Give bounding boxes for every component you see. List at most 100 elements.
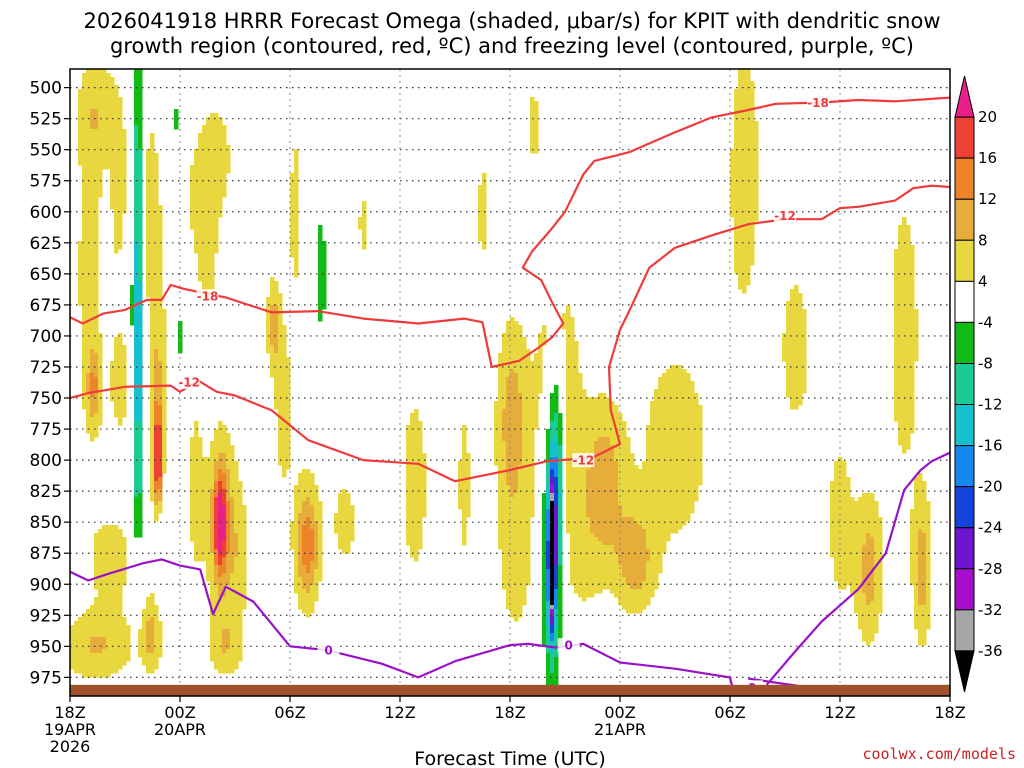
- omega-cell: [134, 357, 143, 362]
- omega-cell: [546, 445, 551, 450]
- omega-cell: [78, 157, 127, 162]
- omega-cell: [406, 517, 423, 522]
- omega-cell: [550, 557, 555, 562]
- omega-cell: [650, 401, 699, 406]
- omega-cell: [134, 413, 143, 418]
- omega-cell: [70, 657, 131, 662]
- omega-cell: [898, 245, 915, 250]
- x-tick-label: 19APR: [44, 720, 96, 739]
- omega-cell: [558, 621, 563, 626]
- omega-cell: [310, 521, 319, 526]
- omega-cell: [502, 429, 523, 434]
- omega-cell: [546, 673, 559, 678]
- omega-cell: [190, 453, 203, 458]
- omega-cell: [154, 497, 163, 502]
- omega-cell: [314, 541, 319, 546]
- omega-cell: [198, 133, 227, 138]
- omega-cell: [406, 525, 423, 530]
- omega-cell: [902, 449, 907, 454]
- omega-cell: [558, 633, 563, 638]
- omega-cell: [146, 277, 163, 282]
- omega-cell: [550, 641, 555, 646]
- omega-cell: [498, 381, 507, 386]
- omega-cell: [154, 421, 163, 426]
- omega-cell: [78, 297, 99, 302]
- omega-cell: [162, 417, 167, 422]
- omega-cell: [494, 461, 507, 466]
- omega-cell: [546, 585, 551, 590]
- omega-cell: [618, 477, 703, 482]
- omega-cell: [894, 293, 915, 298]
- omega-cell: [94, 557, 127, 562]
- omega-cell: [210, 493, 215, 498]
- omega-cell: [542, 589, 547, 594]
- omega-cell: [550, 469, 555, 474]
- omega-cell: [334, 529, 355, 534]
- omega-cell: [910, 529, 919, 534]
- omega-cell: [498, 537, 531, 542]
- omega-cell: [98, 109, 123, 114]
- omega-cell: [894, 261, 915, 266]
- omega-cell: [206, 569, 215, 574]
- omega-cell: [98, 409, 103, 414]
- omega-cell: [554, 669, 559, 674]
- omega-cell: [462, 425, 467, 430]
- omega-cell: [202, 129, 227, 134]
- omega-cell: [190, 493, 211, 498]
- omega-cell: [566, 409, 619, 414]
- omega-cell: [290, 229, 299, 234]
- omega-cell: [294, 557, 299, 562]
- omega-cell: [866, 593, 875, 598]
- omega-cell: [94, 577, 127, 582]
- omega-cell: [458, 485, 471, 490]
- omega-cell: [134, 405, 143, 410]
- omega-cell: [82, 329, 99, 334]
- omega-cell: [566, 329, 575, 334]
- omega-cell: [894, 413, 915, 418]
- omega-cell: [154, 349, 159, 354]
- omega-cell: [134, 217, 143, 222]
- omega-cell: [914, 489, 927, 494]
- omega-cell: [230, 505, 235, 510]
- omega-cell: [358, 225, 367, 230]
- omega-cell: [530, 117, 539, 122]
- omega-cell: [542, 629, 547, 634]
- omega-cell: [134, 437, 143, 442]
- omega-cell: [910, 525, 931, 530]
- y-tick-label: 700: [30, 327, 62, 347]
- omega-cell: [154, 465, 163, 470]
- omega-cell: [270, 325, 279, 330]
- omega-cell: [566, 509, 587, 514]
- omega-cell: [82, 213, 99, 218]
- omega-cell: [554, 385, 559, 390]
- omega-cell: [894, 341, 919, 346]
- omega-cell: [150, 445, 155, 450]
- omega-cell: [646, 565, 663, 570]
- omega-cell: [550, 473, 555, 478]
- omega-cell: [150, 305, 163, 310]
- omega-cell: [274, 397, 291, 402]
- omega-cell: [458, 497, 471, 502]
- omega-cell: [554, 497, 559, 502]
- omega-cell: [298, 513, 315, 518]
- omega-cell: [462, 513, 471, 518]
- omega-cell: [238, 533, 247, 538]
- omega-cell: [278, 313, 283, 318]
- omega-cell: [546, 641, 551, 646]
- omega-cell: [566, 521, 591, 526]
- omega-cell: [154, 629, 163, 634]
- omega-cell: [618, 601, 651, 606]
- omega-cell: [546, 477, 551, 482]
- omega-cell: [338, 505, 355, 510]
- omega-cell: [302, 525, 311, 530]
- omega-cell: [210, 629, 223, 634]
- omega-cell: [226, 517, 231, 522]
- omega-cell: [146, 633, 155, 638]
- omega-cell: [138, 245, 143, 250]
- omega-cell: [522, 437, 535, 442]
- x-tick-label: 20APR: [154, 720, 206, 739]
- omega-cell: [214, 473, 219, 478]
- omega-cell: [222, 649, 227, 654]
- omega-cell: [106, 645, 131, 650]
- omega-cell: [502, 573, 531, 578]
